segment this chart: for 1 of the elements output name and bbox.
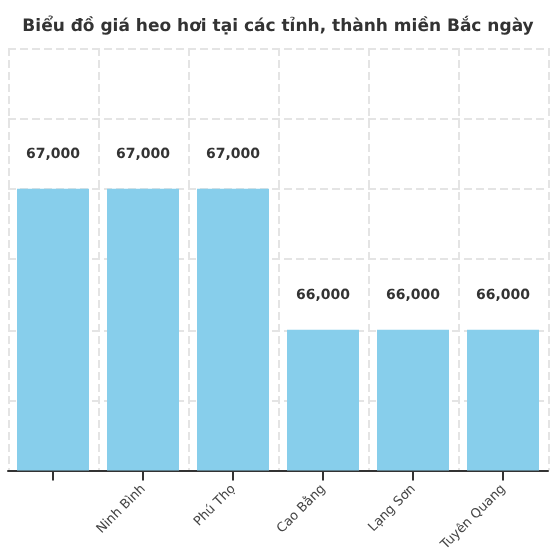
chart-title: Biểu đồ giá heo hơi tại các tỉnh, thành miền Bắc ngày [22, 15, 535, 37]
